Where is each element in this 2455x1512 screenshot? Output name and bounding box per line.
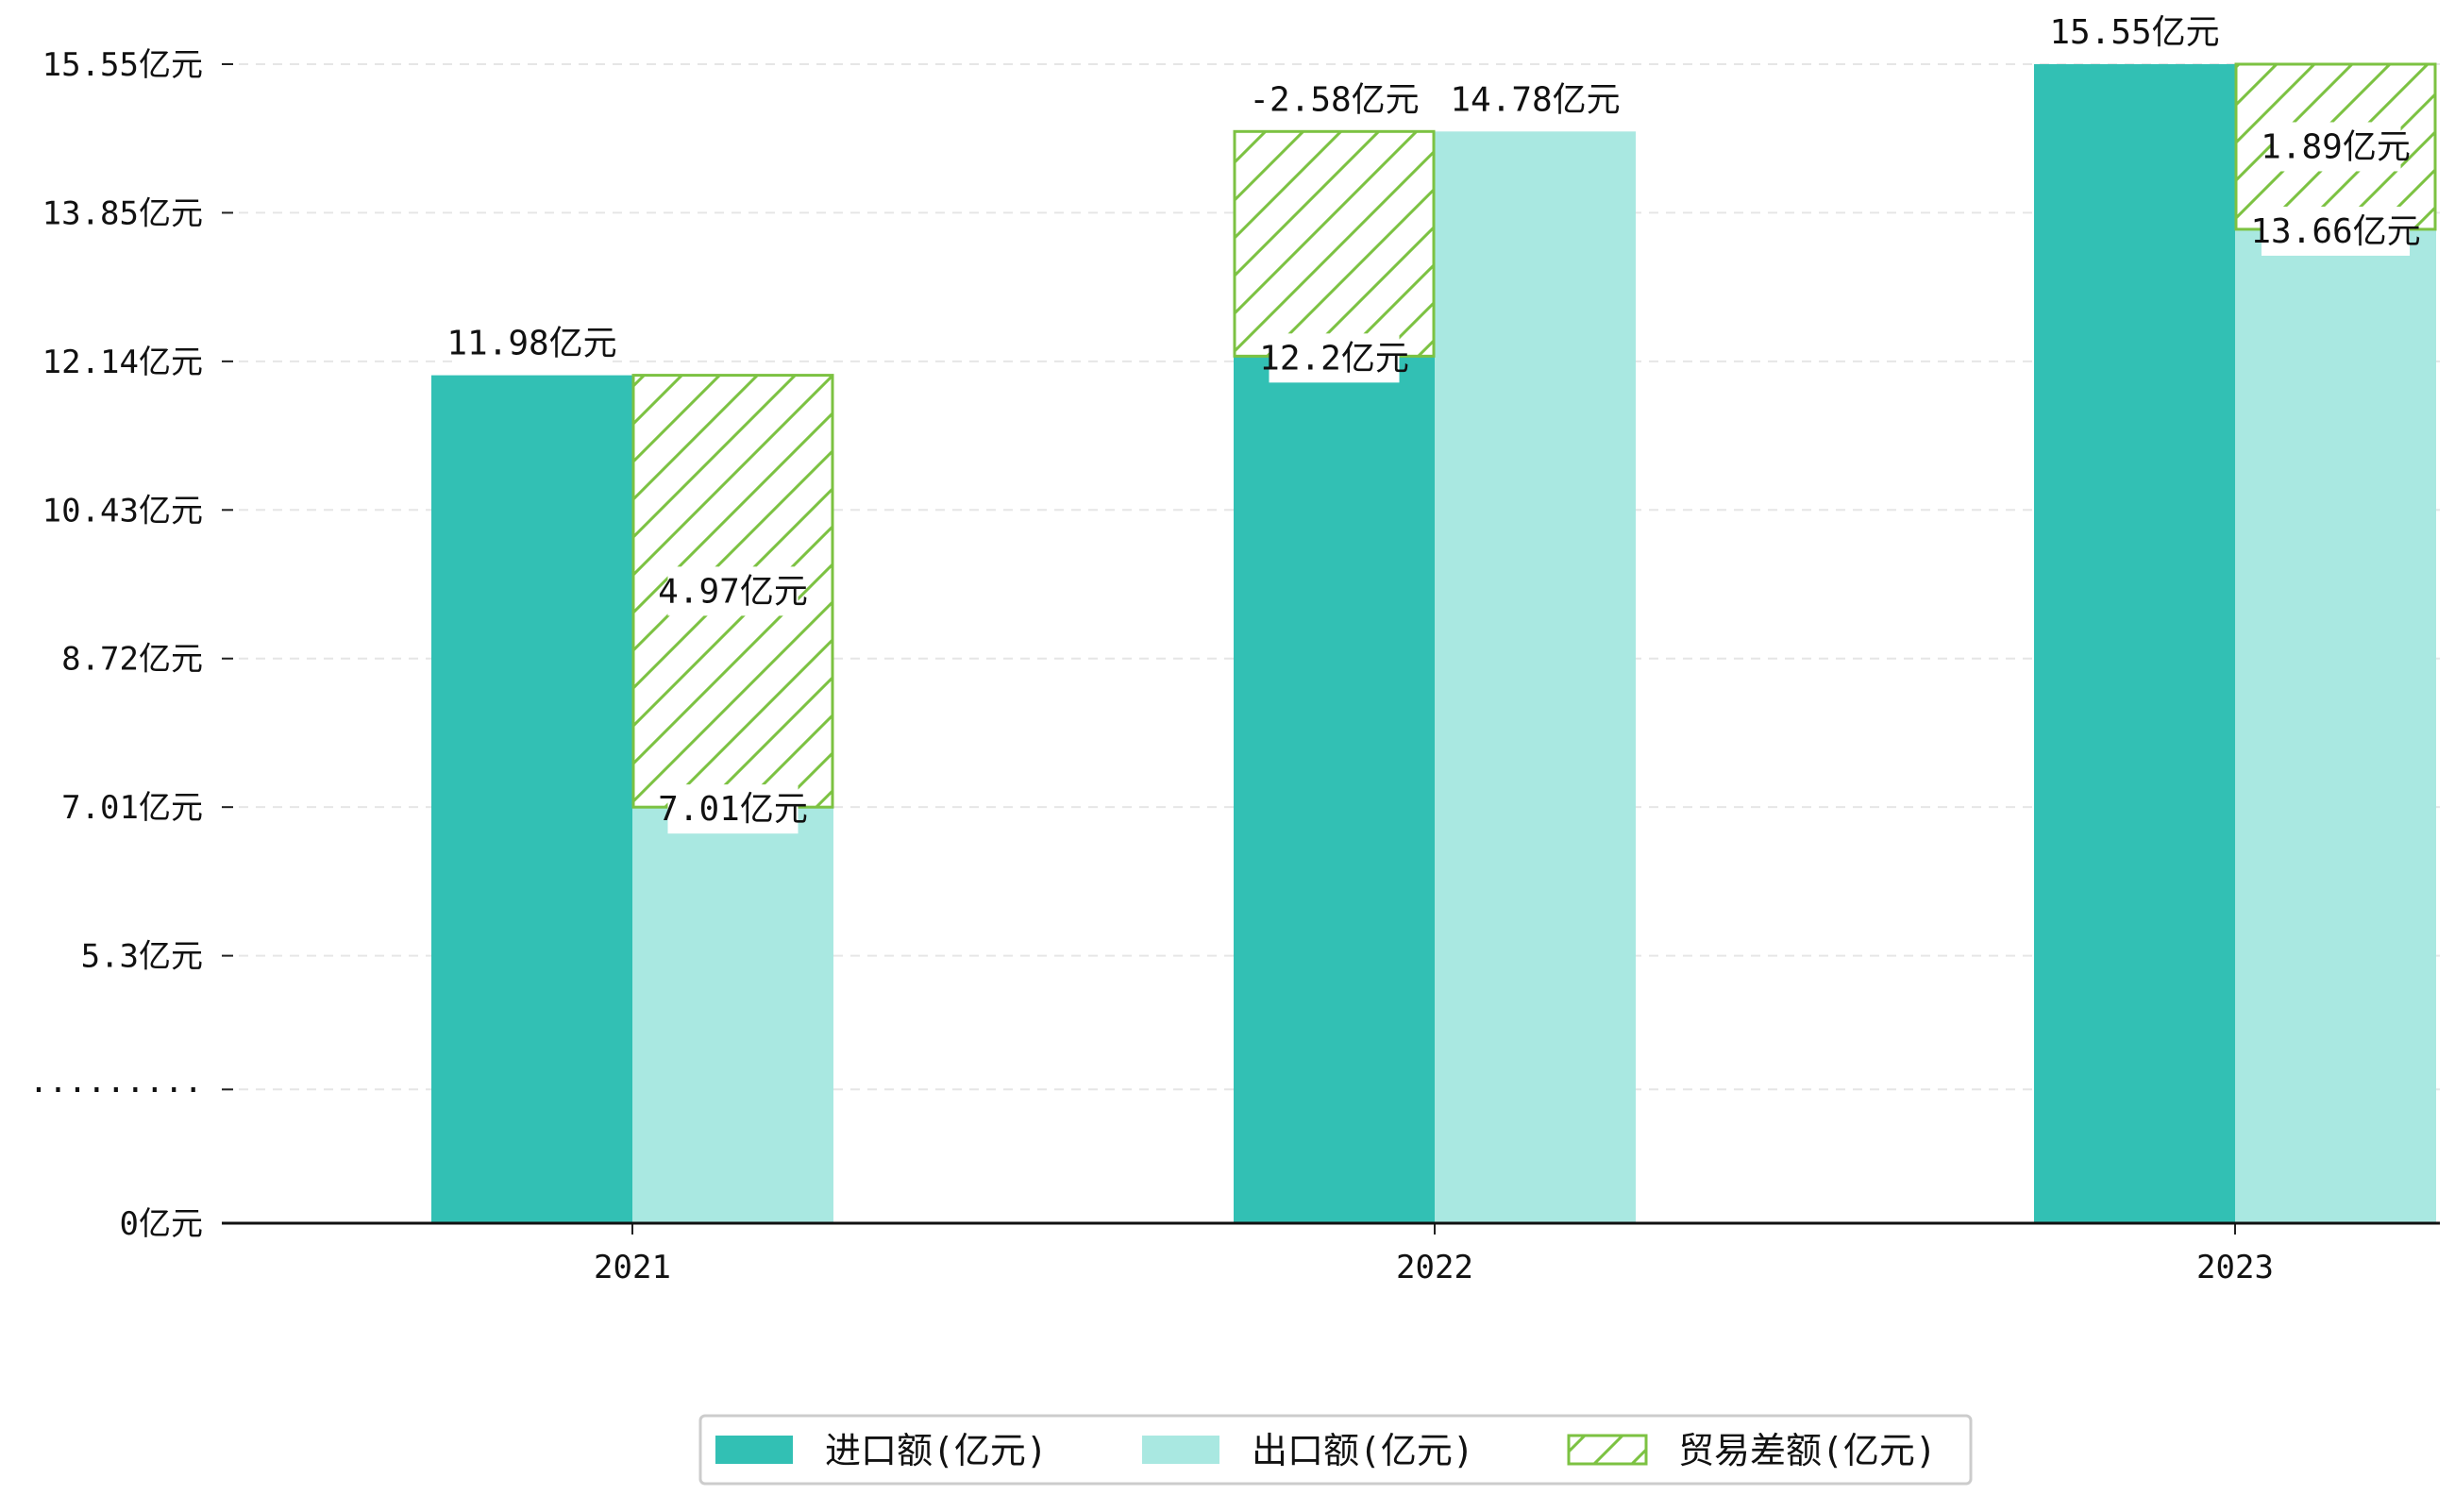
y-tick-label: 8.72亿元 — [61, 641, 203, 679]
legend-swatch — [1142, 1436, 1219, 1464]
import-bar — [2034, 64, 2235, 1223]
trade-balance-value-label-text: 4.97亿元 — [658, 572, 808, 611]
export-value-label-text: 7.01亿元 — [658, 790, 808, 829]
export-value-label-background — [667, 784, 799, 834]
export-value-label: 7.01亿元 — [658, 784, 808, 834]
axes: 0亿元 ········· 5.3亿元 7.01亿元 8.72亿元 10.43亿元 12.1… — [29, 46, 2440, 1286]
import-value-label: 12.2亿元 — [1259, 333, 1409, 383]
bars — [431, 62, 2437, 1224]
import-value-label: 11.98亿元 — [446, 318, 617, 368]
legend-label: 进口额(亿元) — [825, 1430, 1048, 1471]
trade-balance-value-label: -2.58亿元 — [1249, 75, 1420, 125]
trade-balance-value-label-text: 1.89亿元 — [2261, 127, 2411, 166]
y-tick-label: 0亿元 — [120, 1205, 203, 1243]
import-bar — [1234, 356, 1435, 1223]
import-value-label-background — [1269, 333, 1400, 383]
legend-item: 贸易差额(亿元) — [1567, 1430, 1937, 1471]
legend-label: 贸易差额(亿元) — [1678, 1430, 1937, 1471]
export-value-label-background — [2262, 206, 2410, 256]
y-tick-label: 10.43亿元 — [42, 492, 203, 529]
y-tick-label: ········· — [29, 1071, 203, 1109]
y-tick-label: 7.01亿元 — [61, 789, 203, 827]
legend-swatch — [1567, 1434, 1648, 1466]
trade-balance-value-label-background — [667, 566, 799, 616]
x-tick-label: 2023 — [2196, 1249, 2274, 1286]
import-bar — [431, 375, 632, 1223]
legend-frame — [698, 1414, 1973, 1486]
trade-balance-value-label-background — [1260, 75, 1408, 125]
export-value-label-background — [1461, 75, 1609, 125]
trade-balance-bar — [1233, 129, 1436, 358]
import-value-label-text: 12.2亿元 — [1259, 339, 1409, 378]
import-value-label-text: 11.98亿元 — [446, 325, 616, 363]
trade-balance-value-label-background — [2270, 122, 2401, 172]
data-labels: 11.98亿元 4.97亿元 7.01亿元 14.78亿元 -2.58亿元 12.2亿元 1… — [446, 8, 2421, 834]
legend: 进口额(亿元) 出口额(亿元) 贸易差额(亿元) — [698, 1414, 1973, 1486]
y-tick-label: 13.85亿元 — [42, 194, 203, 232]
export-value-label-text: 14.78亿元 — [1450, 80, 1620, 119]
export-bar — [632, 807, 833, 1223]
y-tick-label: 15.55亿元 — [42, 46, 203, 84]
import-value-label-background — [2060, 8, 2209, 57]
x-tick-label: 2021 — [594, 1249, 671, 1286]
legend-label: 出口额(亿元) — [1252, 1430, 1474, 1471]
trade-balance-value-label: 4.97亿元 — [658, 566, 808, 616]
trade-balance-value-label-text: -2.58亿元 — [1249, 80, 1419, 119]
legend-item: 进口额(亿元) — [715, 1430, 1048, 1471]
export-value-label: 14.78亿元 — [1450, 75, 1621, 125]
y-tick-label: 5.3亿元 — [81, 938, 203, 976]
import-value-label: 15.55亿元 — [2049, 8, 2220, 57]
export-value-label: 13.66亿元 — [2250, 206, 2421, 256]
import-value-label-text: 15.55亿元 — [2049, 13, 2219, 52]
x-tick-label: 2022 — [1396, 1249, 1473, 1286]
export-bar — [1435, 131, 1636, 1223]
export-bar — [2235, 228, 2436, 1224]
y-tick-label: 12.14亿元 — [42, 344, 203, 381]
export-value-label-text: 13.66亿元 — [2250, 212, 2420, 251]
legend-item: 出口额(亿元) — [1142, 1430, 1474, 1471]
legend-swatch — [715, 1436, 793, 1464]
trade-balance-value-label: 1.89亿元 — [2261, 122, 2411, 172]
import-value-label-background — [458, 318, 606, 368]
